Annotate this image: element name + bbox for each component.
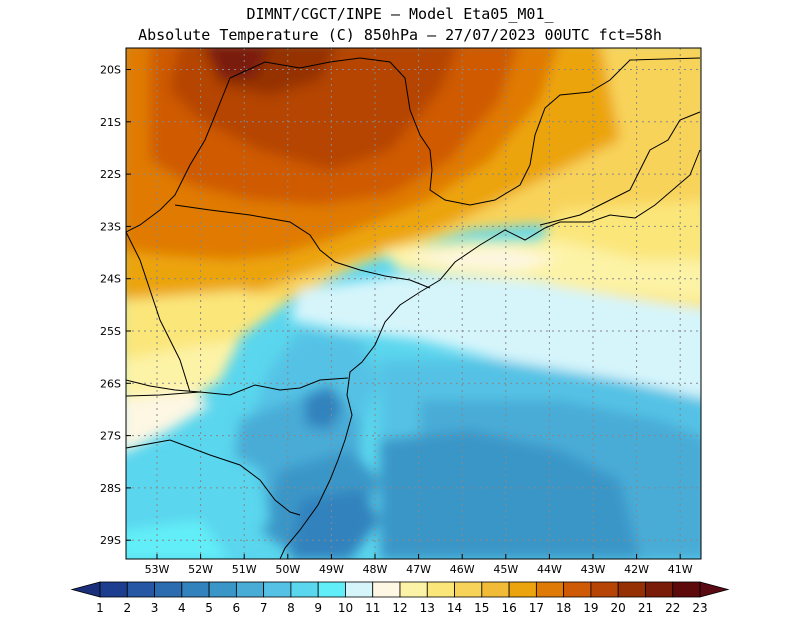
colorbar-labels: 1 2 3 4 5 6 7 8 9 10 11 12 13 14 15 16 17 18 19 20 21 22 23 [96, 601, 707, 615]
lat-label: 21S [100, 116, 121, 129]
lon-label: 44W [537, 563, 562, 576]
colorbar-label: 4 [178, 601, 186, 615]
colorbar-label: 7 [260, 601, 268, 615]
state-border-ms-sp [126, 77, 231, 233]
colorbar-swatch [372, 581, 401, 598]
lat-label: 24S [100, 273, 121, 286]
colorbar-label: 15 [474, 601, 489, 615]
state-border-sc-rs [126, 439, 301, 516]
lon-label: 45W [493, 563, 518, 576]
lat-label: 29S [100, 534, 121, 547]
lat-label: 23S [100, 220, 121, 233]
colorbar-swatch [290, 581, 319, 598]
chart-title-line2: Absolute Temperature (C) 850hPa – 27/07/… [138, 26, 662, 44]
colorbar-label: 22 [665, 601, 680, 615]
colorbar-swatch [672, 581, 701, 598]
lon-label: 43W [581, 563, 606, 576]
colorbar-label: 11 [365, 601, 380, 615]
colorbar-swatch [535, 581, 565, 598]
colorbar-label: 9 [314, 601, 322, 615]
colorbar-label: 23 [692, 601, 707, 615]
colorbar-label: 19 [583, 601, 598, 615]
latitude-labels: 20S 21S 22S 23S 24S 25S 26S 27S 28S 29S [100, 64, 131, 547]
coastline [279, 149, 701, 559]
colorbar-label: 18 [556, 601, 571, 615]
colorbar-label: 8 [287, 601, 295, 615]
lat-label: 26S [100, 377, 121, 390]
colorbar-label: 1 [96, 601, 104, 615]
colorbar-swatch [399, 581, 428, 598]
colorbar-swatch [563, 581, 592, 598]
lat-label: 27S [100, 430, 121, 443]
colorbar-swatch [345, 581, 374, 598]
colorbar-label: 13 [420, 601, 435, 615]
colorbar-swatch [617, 581, 646, 598]
colorbar-swatch [426, 581, 455, 598]
colorbar-label: 21 [638, 601, 653, 615]
colorbar-swatch [645, 581, 674, 598]
state-border-pr-sc [126, 377, 349, 397]
colorbar-label: 17 [529, 601, 544, 615]
lon-label: 42W [624, 563, 649, 576]
lon-label: 46W [450, 563, 475, 576]
colorbar-swatch [317, 581, 346, 598]
boundaries [126, 57, 701, 559]
colorbar-label: 2 [123, 601, 131, 615]
lat-label: 20S [100, 64, 121, 77]
state-border-mg-rj [539, 111, 701, 226]
lon-label: 52W [188, 563, 213, 576]
temperature-field [126, 48, 701, 559]
colorbar-swatch [508, 581, 537, 598]
lon-label: 49W [319, 563, 344, 576]
colorbar-label: 3 [151, 601, 159, 615]
colorbar-label: 14 [447, 601, 462, 615]
plot-frame [125, 47, 702, 560]
state-border-mg-sp [229, 57, 701, 206]
colorbar-swatch [181, 581, 210, 598]
state-border-sp-pr [174, 204, 431, 289]
colorbar-swatch [481, 581, 510, 598]
lat-label: 28S [100, 482, 121, 495]
lon-label: 41W [668, 563, 693, 576]
lon-label: 50W [275, 563, 300, 576]
colorbar-swatch [154, 581, 183, 598]
colorbar-swatch [235, 581, 265, 598]
lon-label: 48W [363, 563, 388, 576]
longitude-labels: 53W 52W 51W 50W 49W 48W 47W 46W 45W 44W 43W 42W 41W [145, 554, 693, 576]
country-border-west [126, 231, 201, 393]
colorbar-swatch [126, 581, 155, 598]
colorbar-label: 12 [392, 601, 407, 615]
lon-label: 51W [232, 563, 257, 576]
colorbar-label: 10 [338, 601, 353, 615]
lat-label: 22S [100, 168, 121, 181]
colorbar-swatch [208, 581, 237, 598]
colorbar-swatch [454, 581, 483, 598]
colorbar-swatch [263, 581, 292, 598]
colorbar-label: 5 [205, 601, 213, 615]
colorbar-label: 20 [611, 601, 626, 615]
colorbar-swatch [99, 581, 128, 598]
colorbar-label: 16 [501, 601, 516, 615]
colorbar-under-arrow [70, 581, 101, 598]
lon-label: 53W [145, 563, 170, 576]
graticule [126, 48, 701, 559]
colorbar [70, 581, 730, 598]
chart-title-line1: DIMNT/CGCT/INPE – Model Eta05_M01_ [246, 5, 554, 23]
colorbar-label: 6 [233, 601, 241, 615]
lat-label: 25S [100, 325, 121, 338]
colorbar-over-arrow [699, 581, 730, 598]
lon-label: 47W [406, 563, 431, 576]
colorbar-swatch [590, 581, 619, 598]
